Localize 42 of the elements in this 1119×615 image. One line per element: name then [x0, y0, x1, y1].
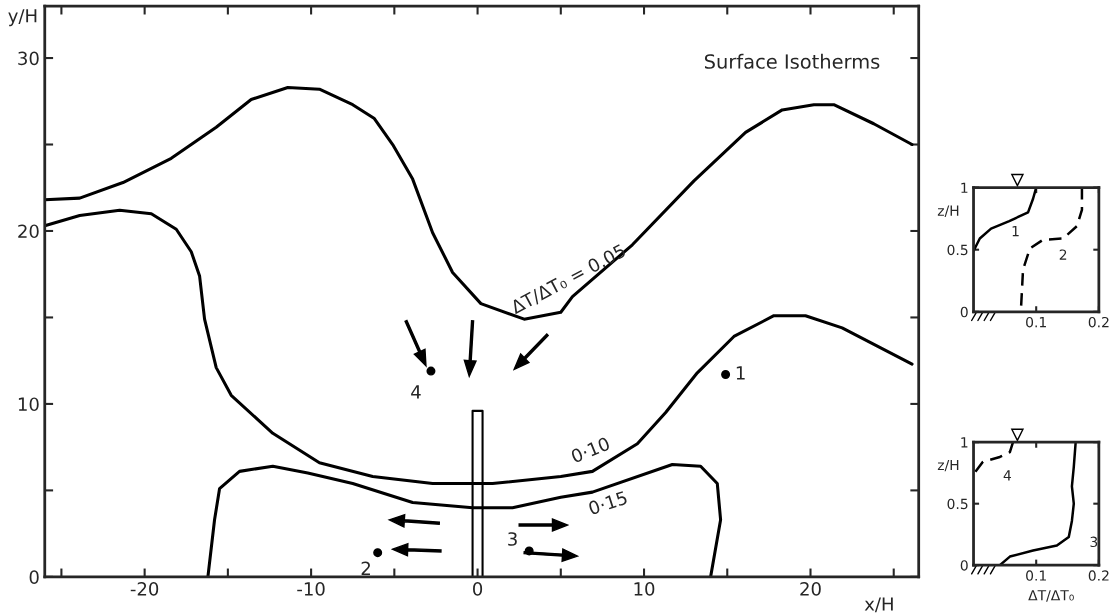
y-tick-label: 0: [960, 306, 968, 318]
x-tick-label: -20: [130, 582, 159, 596]
y-axis-title: z/H: [937, 205, 959, 218]
x-tick-label: -10: [297, 582, 325, 596]
annotation: 0·15: [587, 490, 628, 516]
series-label: 3: [508, 532, 517, 546]
x-tick-label: 0.2: [1088, 316, 1109, 328]
point: [721, 370, 731, 380]
x-tick-label: 0: [473, 582, 483, 596]
line-series: [44, 85, 914, 321]
x-tick-label: 0.2: [1088, 570, 1109, 581]
point: [524, 546, 534, 556]
y-tick-label: 0.5: [947, 498, 968, 510]
series-label: 1: [1012, 226, 1019, 237]
y-axis-title: y/H: [8, 9, 37, 27]
series-label: 3: [1090, 536, 1098, 548]
line-series: [1019, 187, 1084, 307]
point: [426, 366, 436, 376]
point: [373, 548, 383, 558]
series-label: 4: [1003, 470, 1012, 481]
y-tick-label: 0: [960, 560, 968, 571]
series-label: 4: [411, 385, 421, 399]
y-tick-label: 30: [18, 51, 39, 66]
series-label: 1: [736, 366, 745, 380]
x-tick-label: 10: [634, 582, 655, 596]
text: Surface Isotherms: [704, 53, 880, 69]
x-tick-label: 20: [800, 582, 821, 596]
y-tick-label: 1: [961, 437, 968, 448]
x-axis-title: x/H: [864, 597, 893, 613]
y-axis-title: z/H: [937, 459, 959, 472]
x-tick-label: 0.1: [1026, 316, 1046, 328]
x-axis-title: ΔT/ΔT₀: [1028, 590, 1074, 602]
y-tick-label: 10: [18, 397, 39, 412]
line-series: [998, 442, 1077, 566]
series-label: 2: [361, 561, 370, 575]
annotation: 0·10: [570, 436, 611, 464]
series-label: 2: [1059, 249, 1067, 260]
y-tick-label: 1: [961, 182, 968, 193]
line-series: [973, 187, 1038, 253]
y-tick-label: 0.5: [947, 244, 968, 256]
x-tick-label: 0.1: [1026, 570, 1046, 581]
y-tick-label: 20: [18, 224, 39, 239]
